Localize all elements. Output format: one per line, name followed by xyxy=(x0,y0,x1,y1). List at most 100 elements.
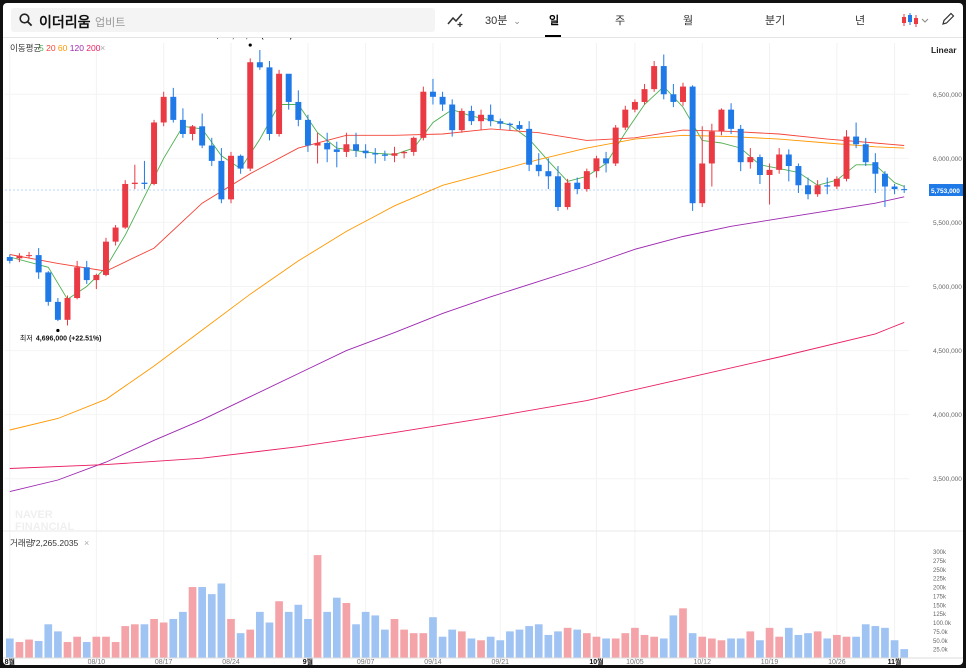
indicator-add-icon[interactable] xyxy=(447,12,465,28)
volume-tick-label: 250k xyxy=(933,568,947,574)
candle-body xyxy=(26,255,33,257)
candlestick-type-icon[interactable] xyxy=(901,12,929,28)
candle-body xyxy=(314,142,321,146)
volume-bar xyxy=(881,627,889,658)
volume-bar xyxy=(82,642,91,658)
tab-day[interactable]: 일 xyxy=(549,15,560,27)
volume-bar xyxy=(688,633,697,658)
volume-bar xyxy=(833,634,841,658)
volume-bar xyxy=(332,597,341,658)
volume-close-icon[interactable]: × xyxy=(84,538,89,548)
candle-body xyxy=(54,301,61,320)
ma-line-20 xyxy=(9,128,905,272)
candle-body xyxy=(276,73,283,134)
volume-bar xyxy=(640,634,649,658)
candle-body xyxy=(545,171,552,177)
volume-bar xyxy=(246,629,255,658)
candle-body xyxy=(776,154,783,170)
candle-body xyxy=(853,136,860,145)
volume-tick-label: 175k xyxy=(933,594,947,600)
volume-bar xyxy=(852,636,860,658)
volume-bar xyxy=(477,640,485,658)
tab-quarter[interactable]: 분기 xyxy=(765,15,786,27)
candle-body xyxy=(603,158,610,164)
volume-bar xyxy=(256,611,264,658)
interval-select[interactable]: 30분 ⌄ xyxy=(485,12,521,28)
candle-body xyxy=(189,126,196,134)
candle-body xyxy=(420,91,427,138)
volume-tick-label: 125k xyxy=(933,612,947,618)
candle-body xyxy=(824,185,831,187)
tab-year[interactable]: 년 xyxy=(855,15,866,27)
ma-legend-60: 60 xyxy=(56,43,68,53)
x-tick-label: 08/17 xyxy=(155,659,173,665)
candle-body xyxy=(266,67,273,134)
low-marker xyxy=(56,328,60,333)
low-value: 4,696,000 (+22.51%) xyxy=(36,335,102,342)
volume-bar xyxy=(784,627,793,658)
volume-bar xyxy=(506,631,514,658)
volume-bar xyxy=(150,618,158,658)
last-price-box xyxy=(929,183,963,196)
volume-tick-label: 150k xyxy=(933,603,947,609)
volume-bar xyxy=(25,639,33,658)
volume-bar xyxy=(169,618,178,658)
x-tick-label: 10/19 xyxy=(761,659,779,665)
candle-body xyxy=(353,144,360,151)
exchange-name: 업비트 xyxy=(95,17,126,29)
svg-text:NAVER: NAVER xyxy=(15,509,53,521)
volume-bar xyxy=(650,636,658,658)
volume-bar xyxy=(102,636,110,658)
candle-body xyxy=(478,114,485,122)
candle-body xyxy=(670,94,677,102)
candle-body xyxy=(285,73,292,102)
volume-bar xyxy=(304,618,312,658)
candle-body xyxy=(237,155,244,169)
volume-bar xyxy=(227,618,235,658)
volume-bar xyxy=(265,622,274,658)
x-tick-label: 10/26 xyxy=(828,659,846,665)
volume-bar xyxy=(736,638,745,658)
volume-bar xyxy=(727,638,735,658)
tab-month[interactable]: 월 xyxy=(683,15,694,27)
tab-week[interactable]: 주 xyxy=(615,15,626,27)
volume-bar xyxy=(823,638,832,658)
candle-body xyxy=(622,109,629,128)
chart-area[interactable]: 8월 08/10 08/17 08/24 9월 09/07 09/14 09/21 10월 10/… xyxy=(3,38,963,665)
volume-bar xyxy=(217,583,226,658)
candle-body xyxy=(506,123,513,126)
candle-body xyxy=(324,142,331,150)
volume-bar xyxy=(111,642,120,658)
chart-window: 이더리움 업비트 30분 ⌄ 일 주 월 분기 년 8월 08/10 08/17 08/… xyxy=(3,3,963,665)
candle-body xyxy=(102,241,109,275)
y-tick-label: 6,000,000 xyxy=(933,156,962,163)
close-icon[interactable]: × xyxy=(100,43,105,53)
volume-bar xyxy=(756,640,764,658)
volume-bar xyxy=(573,629,582,658)
volume-bar xyxy=(342,603,351,658)
ma-legend-prefix: 이동평균 xyxy=(10,43,41,53)
volume-bar xyxy=(457,631,466,658)
candle-body xyxy=(6,257,13,261)
y-tick-label: 5,500,000 xyxy=(933,220,962,227)
volume-bar xyxy=(861,624,870,658)
volume-bar xyxy=(275,601,283,658)
volume-bar xyxy=(496,640,505,658)
search-box[interactable]: 이더리움 업비트 xyxy=(11,8,435,32)
scale-mode-label[interactable]: Linear xyxy=(931,45,957,55)
candle-body xyxy=(256,62,263,68)
x-tick-label: 10월 xyxy=(589,657,603,665)
volume-bar xyxy=(207,594,216,658)
volume-bar xyxy=(611,638,620,658)
volume-bar xyxy=(659,638,668,658)
x-tick-label: 8월 xyxy=(5,657,15,665)
candle-body xyxy=(449,104,456,131)
ma-legend-20: 20 xyxy=(44,43,56,53)
candle-body xyxy=(362,150,369,154)
pencil-icon[interactable] xyxy=(941,12,955,26)
volume-bar xyxy=(73,636,81,658)
candle-body xyxy=(497,121,504,124)
volume-bar xyxy=(438,636,447,658)
volume-bar xyxy=(409,633,418,658)
ma-legend-5: 5 xyxy=(39,43,44,53)
